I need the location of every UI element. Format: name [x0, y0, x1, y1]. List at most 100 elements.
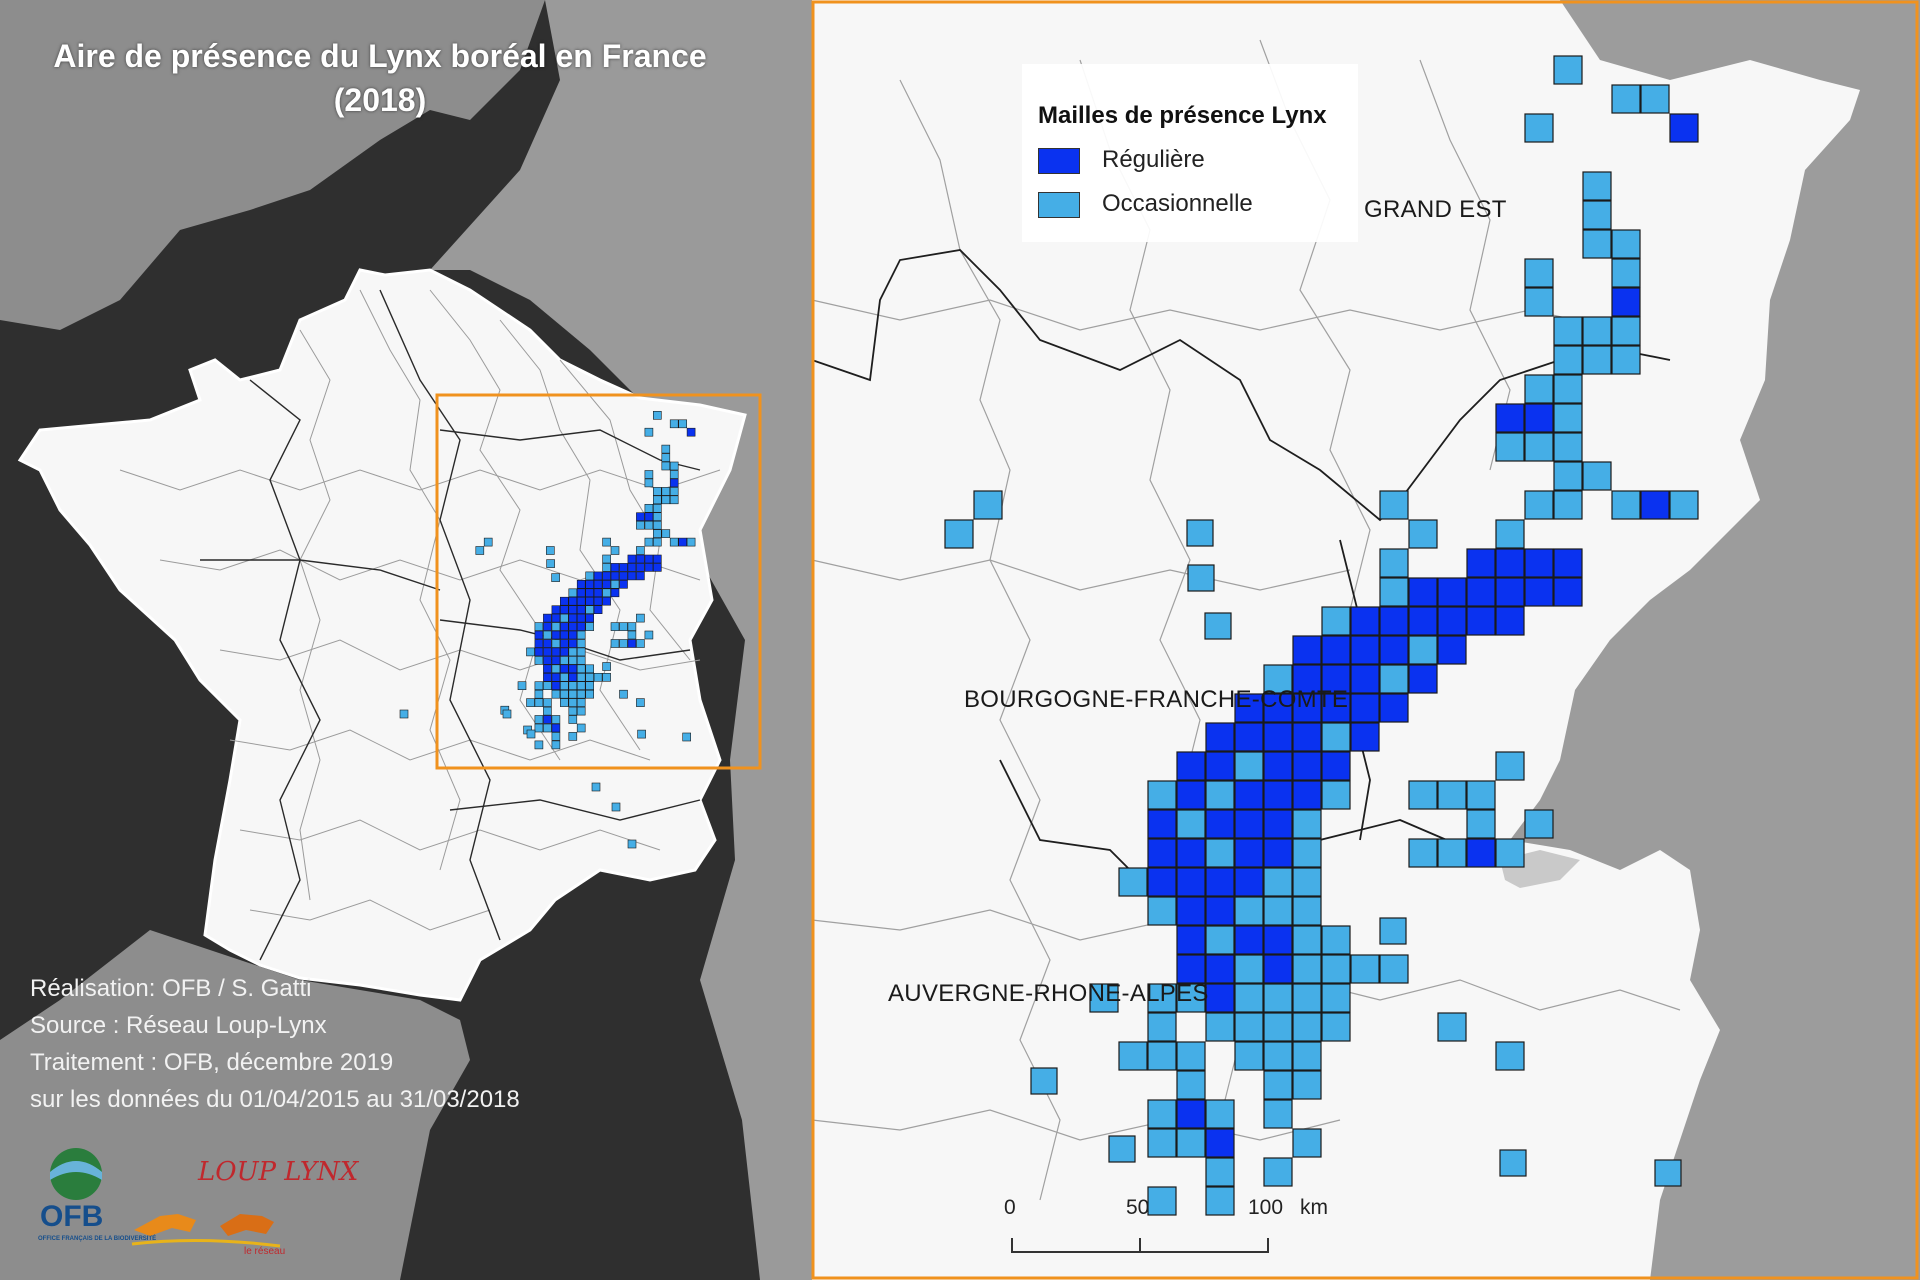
presence-cell-occasional [559, 613, 569, 623]
presence-cell-regular [610, 571, 620, 581]
presence-cell-regular [619, 563, 628, 572]
presence-cell-regular [652, 563, 662, 572]
presence-cell-regular [1321, 693, 1351, 723]
presence-cell-occasional [568, 647, 578, 657]
presence-cell-occasional [1582, 316, 1612, 346]
presence-cell-occasional [1147, 1041, 1177, 1071]
presence-cell-occasional [576, 639, 586, 648]
presence-cell-regular [1205, 867, 1235, 897]
presence-cell-regular [627, 563, 637, 572]
presence-cell-occasional [568, 706, 578, 716]
presence-cell-regular [551, 723, 561, 733]
presence-cell-regular [1234, 693, 1264, 723]
presence-cell-occasional [568, 698, 578, 707]
presence-cell-regular [1408, 606, 1438, 636]
presence-cell-occasional [576, 689, 586, 699]
presence-cell-occasional [1263, 1099, 1293, 1129]
presence-cell-regular [559, 622, 569, 631]
presence-cell-regular [1234, 838, 1264, 868]
presence-cell-occasional [1669, 490, 1699, 520]
presence-cell-regular [1437, 577, 1467, 607]
presence-cell-regular [1176, 867, 1206, 897]
presence-cell-occasional [652, 503, 662, 513]
presence-cell-regular [1640, 490, 1670, 520]
presence-cell-occasional [610, 639, 620, 648]
presence-cell-regular [1263, 722, 1293, 752]
presence-cell-regular [551, 681, 561, 691]
presence-cell-occasional [543, 681, 552, 691]
presence-cell-occasional [576, 698, 586, 707]
legend-item-occasionnelle: Occasionnelle [1038, 188, 1348, 220]
presence-cell-occasional [1466, 809, 1496, 839]
presence-cell-regular [1466, 548, 1496, 578]
region-label-auvergne-rhone-alpes: AUVERGNE-RHONE-ALPES [888, 980, 1209, 1007]
legend-title: Mailles de présence Lynx [1038, 102, 1327, 129]
presence-cell-regular [585, 588, 595, 598]
presence-cell-regular [551, 630, 561, 640]
presence-cell-regular [551, 656, 561, 665]
presence-cell-regular [543, 656, 552, 665]
presence-cell-regular [686, 427, 696, 437]
presence-cell-regular [568, 672, 578, 682]
presence-cell-regular [610, 588, 620, 598]
credit-traitement: Traitement : OFB, décembre 2019 [30, 1049, 394, 1076]
presence-cell-regular [568, 639, 578, 648]
presence-cell-occasional [1147, 1012, 1177, 1042]
presence-cell-regular [1176, 925, 1206, 955]
presence-cell-occasional [669, 419, 679, 429]
presence-cell-occasional [534, 622, 544, 631]
presence-cell-regular [568, 596, 578, 606]
presence-cell-occasional [475, 546, 485, 555]
presence-cell-occasional [534, 656, 544, 665]
presence-cell-regular [610, 563, 620, 572]
presence-cell-regular [568, 664, 578, 674]
presence-cell-occasional [1611, 490, 1641, 520]
presence-cell-occasional [1437, 838, 1467, 868]
presence-cell-regular [1350, 664, 1380, 694]
presence-cell-occasional [1263, 896, 1293, 926]
presence-cell-occasional [585, 622, 595, 631]
presence-cell-regular [1437, 606, 1467, 636]
presence-cell-occasional [551, 740, 561, 750]
presence-cell-regular [636, 512, 645, 522]
presence-cell-occasional [1408, 635, 1438, 665]
presence-cell-occasional [1118, 1041, 1148, 1071]
presence-cell-regular [551, 672, 561, 682]
presence-cell-occasional [652, 537, 662, 547]
presence-cell-regular [1495, 403, 1525, 433]
presence-cell-regular [1379, 693, 1409, 723]
presence-cell-occasional [644, 478, 654, 488]
presence-cell-occasional [1495, 838, 1525, 868]
presence-cell-occasional [1147, 1186, 1177, 1216]
presence-cell-occasional [1147, 1099, 1177, 1129]
presence-cell-occasional [1176, 983, 1206, 1013]
presence-cell-occasional [669, 461, 679, 471]
presence-cell-regular [576, 605, 586, 615]
presence-cell-regular [1611, 287, 1641, 317]
presence-cell-regular [1176, 751, 1206, 781]
presence-cell-regular [602, 579, 611, 589]
presence-cell-regular [1524, 403, 1554, 433]
presence-cell-regular [627, 639, 637, 648]
presence-cell-regular [593, 571, 603, 581]
presence-cell-regular [534, 647, 544, 657]
map-title-line2: (2018) [333, 82, 427, 118]
presence-cell-occasional [619, 689, 628, 699]
presence-cell-occasional [1292, 809, 1322, 839]
presence-cell-occasional [576, 672, 586, 682]
presence-cell-regular [559, 664, 569, 674]
presence-cell-occasional [1321, 983, 1351, 1013]
presence-cell-regular [585, 579, 595, 589]
presence-cell-occasional [1234, 1012, 1264, 1042]
presence-cell-regular [1176, 1099, 1206, 1129]
presence-cell-occasional [602, 588, 611, 598]
presence-cell-regular [1292, 693, 1322, 723]
presence-cell-occasional [1321, 925, 1351, 955]
presence-cell-occasional [543, 723, 552, 733]
presence-cell-regular [1466, 838, 1496, 868]
presence-cell-regular [1292, 780, 1322, 810]
presence-cell-regular [1234, 809, 1264, 839]
presence-cell-occasional [1292, 983, 1322, 1013]
presence-cell-regular [1466, 606, 1496, 636]
presence-cell-occasional [1379, 490, 1409, 520]
